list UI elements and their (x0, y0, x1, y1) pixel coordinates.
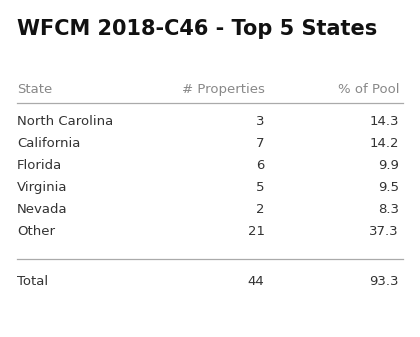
Text: % of Pool: % of Pool (338, 83, 399, 96)
Text: North Carolina: North Carolina (17, 116, 113, 128)
Text: WFCM 2018-C46 - Top 5 States: WFCM 2018-C46 - Top 5 States (17, 19, 377, 38)
Text: 93.3: 93.3 (370, 275, 399, 288)
Text: 6: 6 (256, 159, 265, 172)
Text: 3: 3 (256, 116, 265, 128)
Text: 14.3: 14.3 (370, 116, 399, 128)
Text: 8.3: 8.3 (378, 203, 399, 216)
Text: State: State (17, 83, 52, 96)
Text: California: California (17, 137, 80, 150)
Text: Other: Other (17, 225, 55, 238)
Text: 37.3: 37.3 (369, 225, 399, 238)
Text: Nevada: Nevada (17, 203, 68, 216)
Text: 2: 2 (256, 203, 265, 216)
Text: 7: 7 (256, 137, 265, 150)
Text: 21: 21 (248, 225, 265, 238)
Text: 9.9: 9.9 (378, 159, 399, 172)
Text: # Properties: # Properties (182, 83, 265, 96)
Text: Total: Total (17, 275, 48, 288)
Text: 9.5: 9.5 (378, 181, 399, 194)
Text: 44: 44 (248, 275, 265, 288)
Text: 5: 5 (256, 181, 265, 194)
Text: Florida: Florida (17, 159, 62, 172)
Text: Virginia: Virginia (17, 181, 67, 194)
Text: 14.2: 14.2 (370, 137, 399, 150)
